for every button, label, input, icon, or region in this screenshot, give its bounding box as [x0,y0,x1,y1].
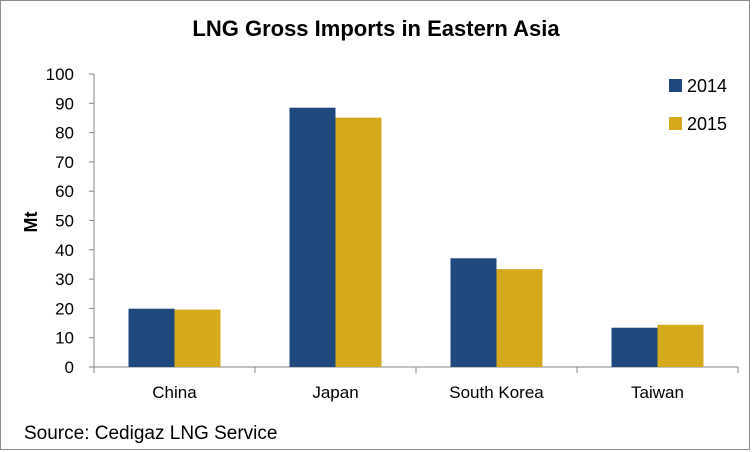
y-tick-label: 40 [55,241,74,260]
legend-swatch-2014 [669,79,682,92]
y-tick-label: 80 [55,124,74,143]
bar-2015-china [174,309,221,367]
y-tick-label: 100 [46,65,74,84]
x-tick-label: China [152,383,197,402]
y-tick-label: 90 [55,94,74,113]
y-tick-label: 10 [55,329,74,348]
y-tick-label: 50 [55,212,74,231]
bar-2015-south-korea [496,269,543,367]
bar-2015-taiwan [657,324,704,367]
x-tick-label: South Korea [449,383,544,402]
source-note: Source: Cedigaz LNG Service [24,423,278,444]
bar-2014-taiwan [611,327,658,367]
y-tick-label: 60 [55,182,74,201]
legend-swatch-2015 [669,117,682,130]
legend-label-2015: 2015 [687,114,727,134]
bar-2015-japan [335,117,382,367]
bar-2014-south-korea [450,258,497,367]
y-axis-title: Mt [21,212,41,233]
y-tick-label: 70 [55,153,74,172]
y-tick-label: 0 [65,358,74,377]
x-tick-label: Japan [312,383,358,402]
y-tick-label: 20 [55,299,74,318]
bar-2014-china [128,308,175,367]
legend-label-2014: 2014 [687,76,727,96]
x-tick-label: Taiwan [631,383,684,402]
bar-2014-japan [289,107,336,367]
y-tick-label: 30 [55,270,74,289]
chart-title: LNG Gross Imports in Eastern Asia [192,16,560,41]
